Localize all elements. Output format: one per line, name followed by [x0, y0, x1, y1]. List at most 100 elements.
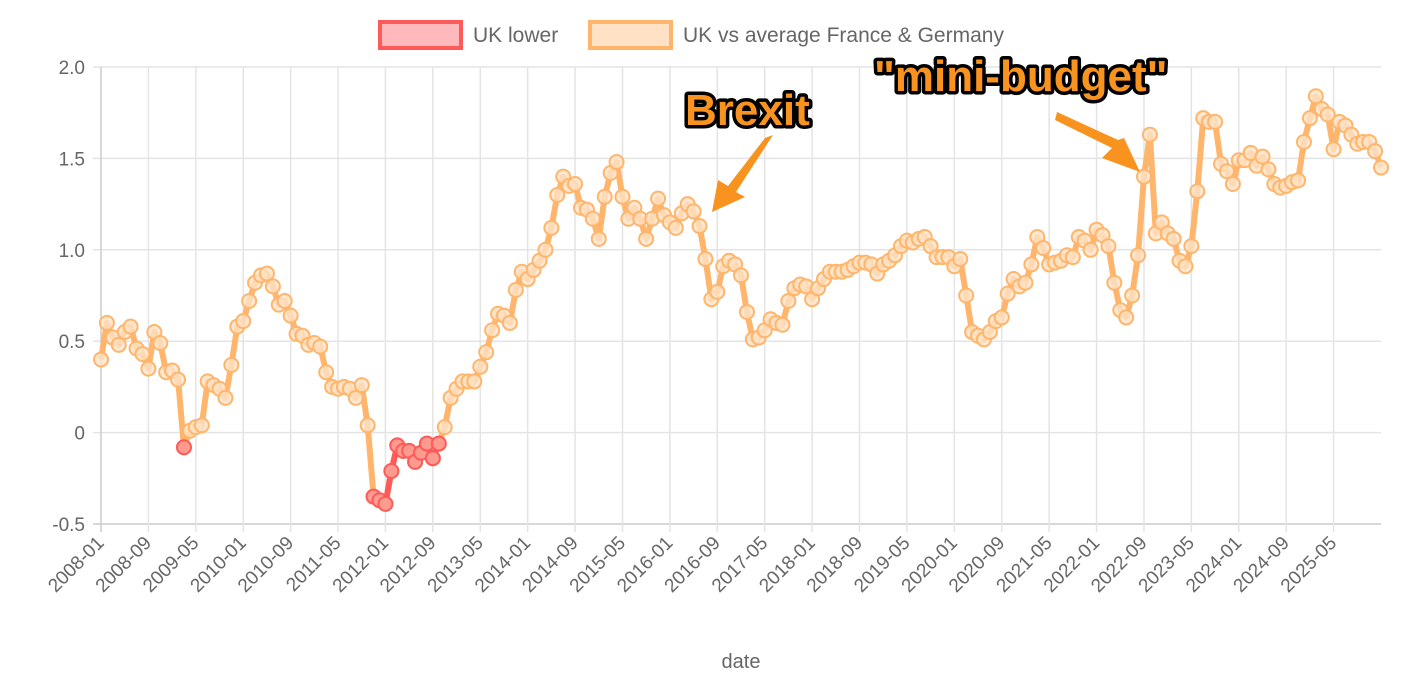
data-point: [318, 364, 335, 381]
data-point: [134, 345, 151, 362]
data-point: [738, 303, 755, 320]
data-point: [1118, 309, 1135, 326]
data-point: [543, 219, 560, 236]
data-point: [140, 360, 157, 377]
data-point: [1295, 133, 1312, 150]
data-point: [347, 389, 364, 406]
data-point: [472, 358, 489, 375]
data-point: [733, 267, 749, 284]
data-point: [1141, 126, 1158, 143]
data-point: [193, 417, 210, 434]
data-point: [152, 335, 169, 352]
data-point: [993, 309, 1010, 326]
data-point: [1218, 163, 1235, 180]
data-point: [1290, 172, 1307, 189]
data-point: [1373, 159, 1389, 176]
data-point: [276, 292, 293, 309]
data-point: [507, 282, 524, 299]
data-point: [667, 219, 684, 236]
data-point: [780, 292, 797, 309]
data-point: [466, 373, 483, 390]
data-point: [170, 371, 187, 388]
annotation-brexit-arrow: [712, 135, 773, 212]
data-point-uk-lower: [377, 495, 394, 512]
data-point: [608, 154, 625, 171]
data-point: [1106, 274, 1123, 291]
data-point: [1260, 161, 1277, 178]
data-point: [590, 230, 607, 247]
legend-swatch-uk-vs-avg: [588, 20, 673, 50]
series-uk-lower: [175, 435, 447, 512]
y-tick-label: 0: [74, 424, 85, 445]
data-point: [1307, 88, 1324, 105]
x-axis-title: date: [722, 651, 761, 673]
annotation-brexit: Brexit: [685, 86, 810, 135]
data-point-uk-lower: [424, 450, 441, 467]
data-point: [110, 336, 127, 353]
data-point: [359, 417, 376, 434]
data-point: [1325, 141, 1342, 158]
legend-swatch-uk-lower: [378, 20, 463, 50]
data-point: [217, 389, 234, 406]
data-point: [584, 210, 601, 227]
annotation-mini-budget-arrow: [1055, 112, 1140, 172]
data-point-uk-lower: [383, 462, 400, 479]
data-point: [1224, 175, 1241, 192]
data-point: [567, 175, 584, 192]
data-point: [501, 314, 518, 331]
data-point: [1183, 238, 1200, 255]
y-tick-label: 2.0: [59, 58, 85, 79]
data-point-uk-lower: [175, 439, 192, 456]
data-point: [952, 250, 969, 267]
y-tick-label: -0.5: [52, 515, 85, 536]
data-point: [958, 287, 975, 304]
data-point: [264, 278, 281, 295]
legend: UK lower UK vs average France & Germany: [378, 20, 1004, 50]
data-point: [98, 314, 115, 331]
data-point: [774, 316, 791, 333]
data-point: [1367, 143, 1384, 160]
legend-item-uk-lower[interactable]: UK lower: [378, 20, 558, 50]
data-point: [1165, 230, 1182, 247]
data-point: [1207, 113, 1224, 130]
annotations: Brexit "mini-budget": [682, 49, 1171, 212]
data-point: [697, 250, 714, 267]
data-point: [1254, 148, 1271, 165]
data-point: [478, 344, 495, 361]
annotation-mini-budget: "mini-budget": [874, 52, 1167, 101]
data-point: [223, 356, 240, 373]
series-line-uk-vs-average: [98, 93, 1384, 507]
legend-item-uk-vs-avg[interactable]: UK vs average France & Germany: [588, 20, 1004, 50]
data-point: [484, 322, 501, 339]
data-point: [1035, 239, 1052, 256]
y-axis: 2.0 1.5 1.0 0.5 0 -0.5: [52, 58, 85, 536]
data-point: [235, 313, 252, 330]
data-point: [1130, 247, 1147, 264]
data-point: [691, 218, 708, 235]
data-point: [258, 265, 275, 282]
data-point: [1124, 287, 1141, 304]
data-point: [1064, 249, 1081, 266]
data-point: [1135, 168, 1152, 185]
data-point: [596, 188, 613, 205]
data-point: [436, 419, 453, 436]
data-point: [1189, 183, 1206, 200]
data-point: [614, 188, 631, 205]
data-point: [1319, 106, 1336, 123]
data-point: [282, 307, 299, 324]
y-tick-label: 1.0: [59, 241, 85, 262]
data-point: [1023, 256, 1040, 273]
data-point: [1177, 258, 1194, 275]
series-uk-vs-average: [93, 88, 1389, 512]
data-point-uk-lower: [430, 435, 447, 452]
data-point: [650, 190, 667, 207]
data-point: [93, 351, 109, 368]
legend-label-uk-vs-avg: UK vs average France & Germany: [683, 24, 1004, 47]
data-point: [241, 292, 258, 309]
data-point: [1082, 241, 1099, 258]
y-tick-label: 1.5: [59, 149, 85, 170]
data-point: [353, 377, 370, 394]
data-point: [312, 338, 329, 355]
data-point: [549, 186, 566, 203]
